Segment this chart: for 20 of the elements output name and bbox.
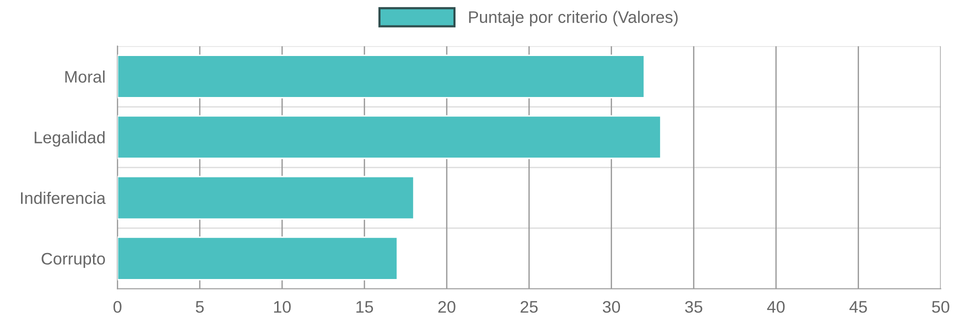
x-tick-label: 5 <box>196 301 204 313</box>
x-tick-label: 30 <box>602 300 620 313</box>
legend-label: Puntaje por criterio (Valores) <box>469 10 678 26</box>
x-tick-label: 50 <box>932 300 950 313</box>
x-tick-label: 15 <box>356 301 373 313</box>
x-tick-label: 20 <box>438 300 456 313</box>
x-tick-label: 45 <box>849 301 867 313</box>
y-tick-label: Corrupto <box>42 252 105 268</box>
y-tick-label: Moral <box>65 70 105 83</box>
bar <box>117 176 415 220</box>
x-tick-label: 35 <box>685 300 702 313</box>
y-tick-label: Indiferencia <box>21 192 106 204</box>
x-tick-label: 40 <box>767 300 785 313</box>
x-tick-label: 0 <box>113 300 122 313</box>
x-tick-label: 10 <box>274 300 291 313</box>
bar <box>117 54 646 98</box>
y-tick-label: Legalidad <box>34 131 105 147</box>
bar <box>117 115 662 160</box>
bar <box>117 236 398 280</box>
x-tick-label: 25 <box>520 300 538 313</box>
